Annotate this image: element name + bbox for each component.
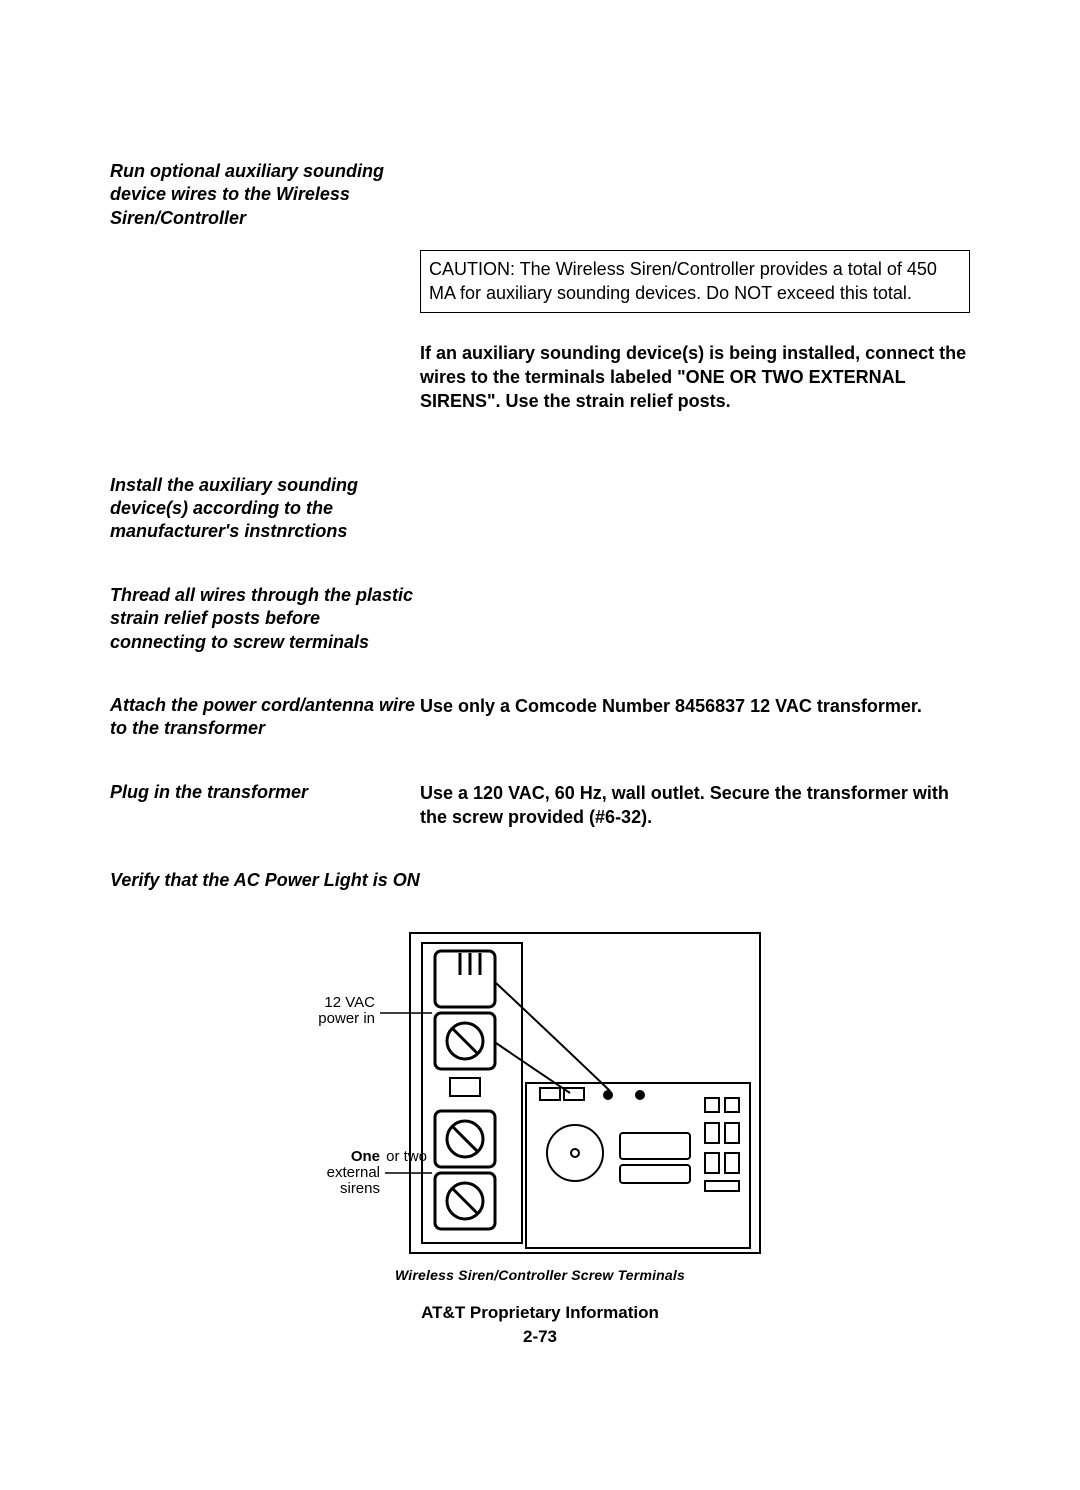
- section-verify-power: Verify that the AC Power Light is ON: [110, 869, 970, 892]
- heading-plug-in: Plug in the transformer: [110, 781, 420, 804]
- section-caution-body: CAUTION: The Wireless Siren/Controller p…: [110, 250, 970, 413]
- heading-verify-power: Verify that the AC Power Light is ON: [110, 869, 710, 892]
- heading-attach-power: Attach the power cord/antenna wire to th…: [110, 694, 420, 741]
- section-plug-in: Plug in the transformer Use a 120 VAC, 6…: [110, 781, 970, 830]
- footer-proprietary: AT&T Proprietary Information: [110, 1301, 970, 1325]
- svg-text:One: One: [351, 1148, 380, 1165]
- heading-install-aux: Install the auxiliary sounding device(s)…: [110, 474, 420, 544]
- label-12vac: 12 VAC: [324, 994, 375, 1011]
- body-auxiliary: If an auxiliary sounding device(s) is be…: [420, 341, 970, 414]
- figure-terminals: 12 VAC power in One or two external sire…: [110, 923, 970, 1283]
- figure-caption: Wireless Siren/Controller Screw Terminal…: [395, 1267, 685, 1283]
- caution-box: CAUTION: The Wireless Siren/Controller p…: [420, 250, 970, 313]
- svg-text:external: external: [327, 1164, 380, 1181]
- page-footer: AT&T Proprietary Information 2-73: [110, 1301, 970, 1349]
- svg-text:or two: or two: [382, 1148, 427, 1165]
- section-install-aux: Install the auxiliary sounding device(s)…: [110, 474, 970, 544]
- section-run-wires: Run optional auxiliary sounding device w…: [110, 160, 970, 230]
- svg-text:power in: power in: [318, 1010, 375, 1027]
- section-attach-power: Attach the power cord/antenna wire to th…: [110, 694, 970, 741]
- svg-text:sirens: sirens: [340, 1180, 380, 1197]
- body-comcode: Use only a Comcode Number 8456837 12 VAC…: [420, 694, 970, 718]
- body-plug-in: Use a 120 VAC, 60 Hz, wall outlet. Secur…: [420, 781, 970, 830]
- section-thread-wires: Thread all wires through the plastic str…: [110, 584, 970, 654]
- heading-run-wires: Run optional auxiliary sounding device w…: [110, 160, 420, 230]
- diagram-svg: 12 VAC power in One or two external sire…: [310, 923, 770, 1263]
- footer-page-number: 2-73: [110, 1325, 970, 1349]
- heading-thread-wires: Thread all wires through the plastic str…: [110, 584, 420, 654]
